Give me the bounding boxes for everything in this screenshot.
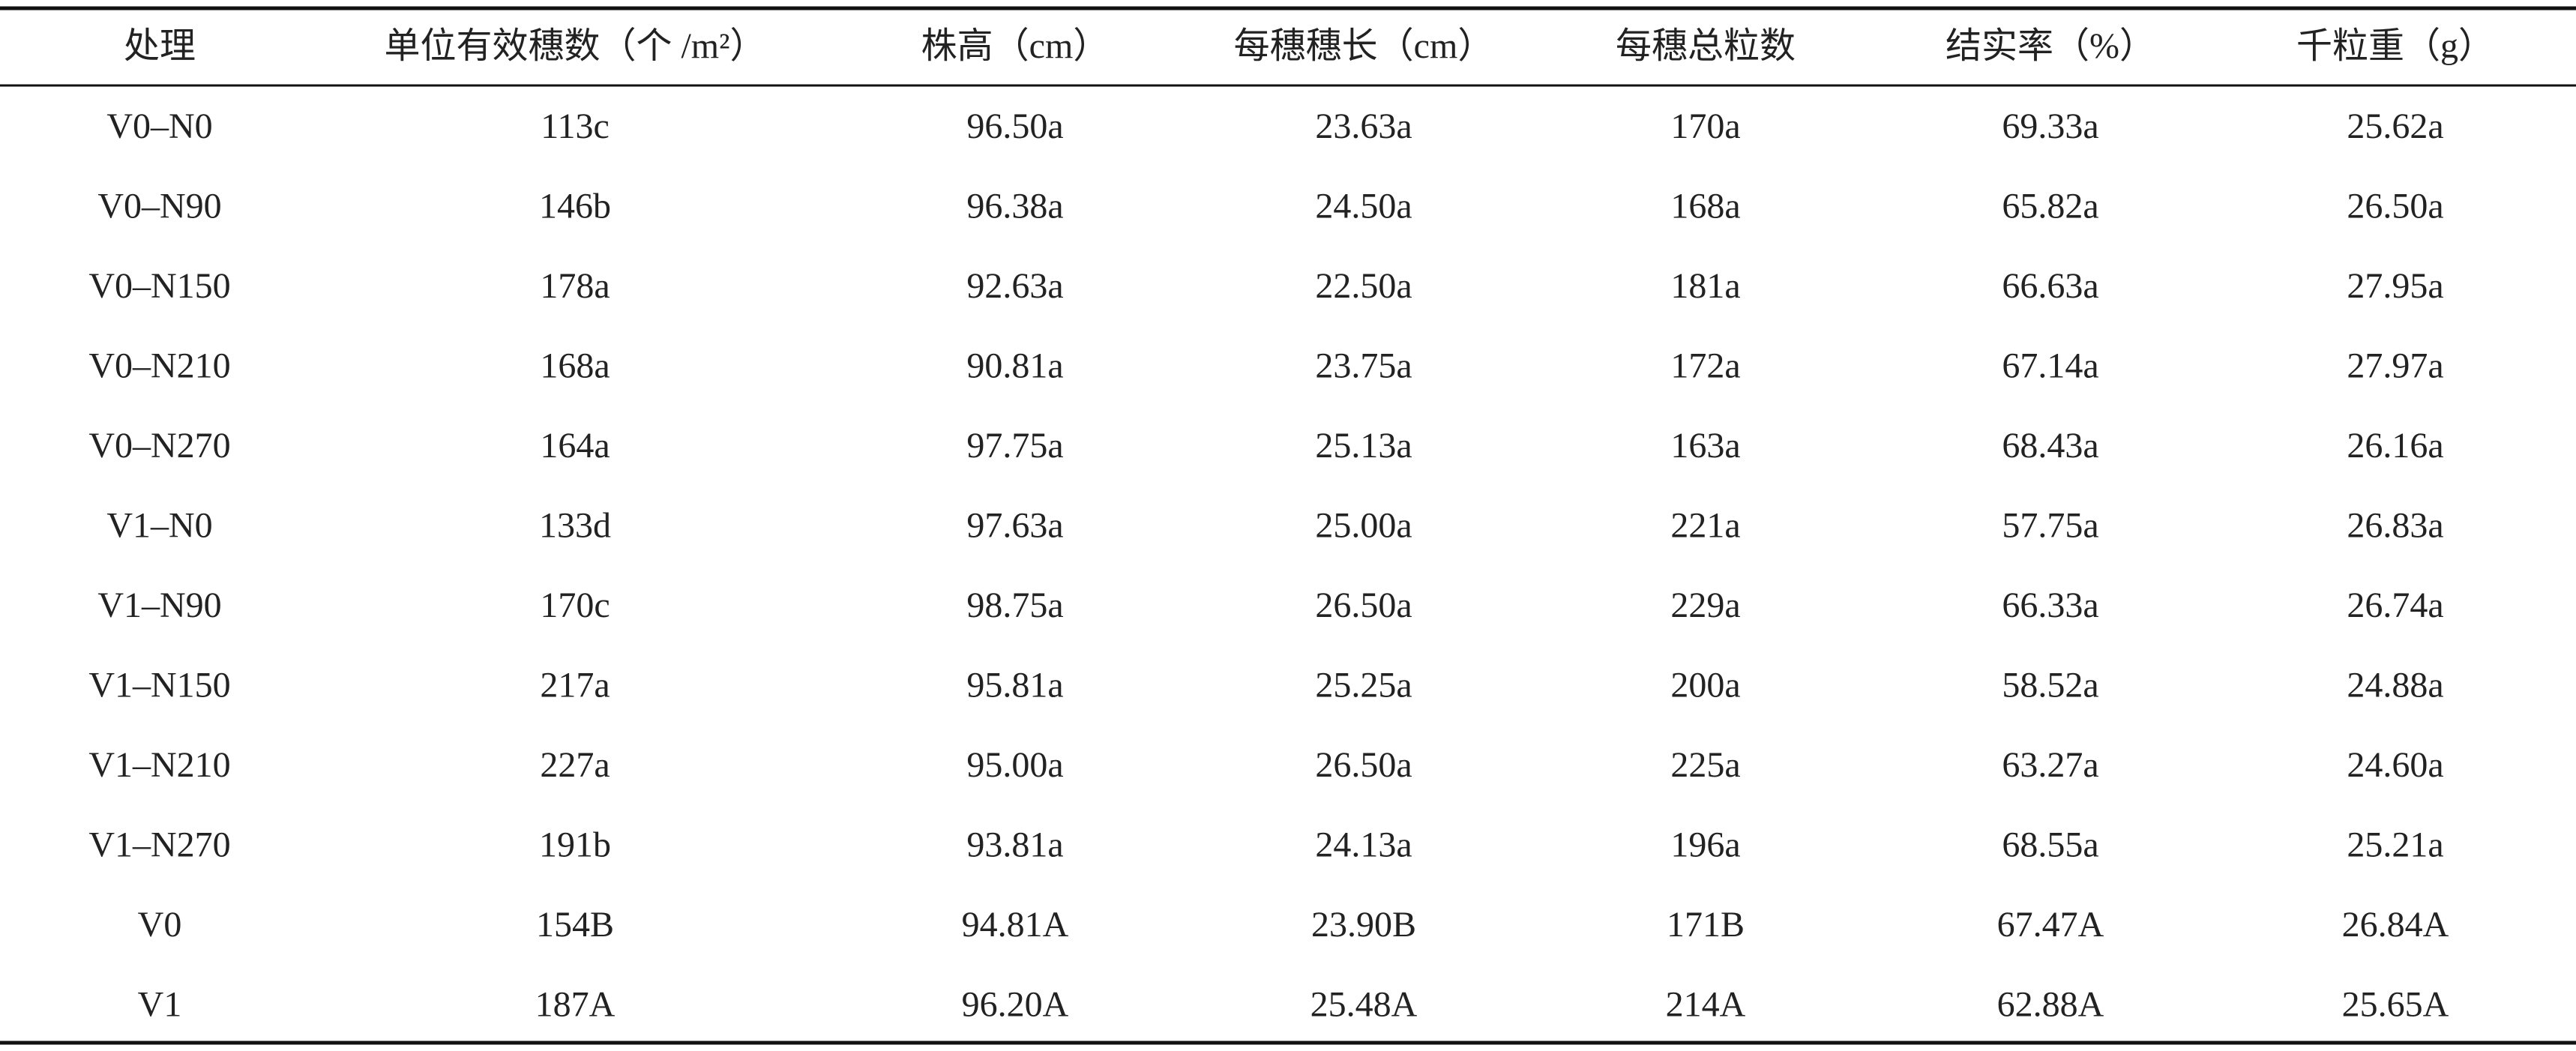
cell: 196a xyxy=(1670,825,1740,865)
cell: 168a xyxy=(540,346,610,386)
cell: V0–N90 xyxy=(97,187,221,226)
cell: 187A xyxy=(535,985,616,1025)
cell: 172a xyxy=(1670,346,1740,386)
cell: 113c xyxy=(541,106,610,146)
cell: 26.84A xyxy=(2342,905,2449,945)
header-cell: 千粒重（g） xyxy=(2296,26,2494,66)
cell: 163a xyxy=(1670,426,1740,466)
cell: 26.50a xyxy=(1315,585,1412,625)
cell: 23.90B xyxy=(1311,905,1416,945)
cell: 69.33a xyxy=(2002,106,2098,146)
cell: 25.65A xyxy=(2342,985,2449,1025)
cell: 200a xyxy=(1670,666,1740,705)
cell: 22.50a xyxy=(1315,266,1412,306)
header-cell: 株高（cm） xyxy=(921,26,1110,66)
cell: V1–N90 xyxy=(97,585,221,625)
cell: 26.50a xyxy=(2347,187,2443,226)
cell: 95.00a xyxy=(966,745,1063,785)
header-cell: 处理 xyxy=(124,26,196,66)
cell: 25.21a xyxy=(2347,825,2443,865)
cell: 181a xyxy=(1670,266,1740,306)
cell: V0–N210 xyxy=(88,346,230,386)
cell: V1–N0 xyxy=(106,506,212,546)
cell: V1–N150 xyxy=(88,666,230,705)
header-cell: 结实率（%） xyxy=(1945,26,2155,66)
cell: 146b xyxy=(539,187,611,226)
cell: 94.81A xyxy=(962,905,1069,945)
cell: 24.60a xyxy=(2347,745,2443,785)
cell: V1–N270 xyxy=(88,825,230,865)
cell: 26.16a xyxy=(2347,426,2443,466)
cell: 164a xyxy=(540,426,610,466)
cell: 24.88a xyxy=(2347,666,2443,705)
cell: 178a xyxy=(540,266,610,306)
cell: 90.81a xyxy=(966,346,1063,386)
cell: 23.63a xyxy=(1315,106,1412,146)
cell: 62.88A xyxy=(1997,985,2104,1025)
cell: V0 xyxy=(138,905,182,945)
cell: 98.75a xyxy=(966,585,1063,625)
cell: 26.74a xyxy=(2347,585,2443,625)
cell: 96.38a xyxy=(966,187,1063,226)
cell: 27.95a xyxy=(2347,266,2443,306)
cell: 154B xyxy=(536,905,614,945)
cell: 27.97a xyxy=(2347,346,2443,386)
header-cell: 每穗总粒数 xyxy=(1616,26,1796,66)
cell: 168a xyxy=(1670,187,1740,226)
cell: 25.00a xyxy=(1315,506,1412,546)
cell: V1–N210 xyxy=(88,745,230,785)
cell: V1 xyxy=(138,985,182,1025)
cell: 68.43a xyxy=(2002,426,2098,466)
cell: 67.47A xyxy=(1997,905,2104,945)
cell: 26.83a xyxy=(2347,506,2443,546)
cell: 58.52a xyxy=(2002,666,2098,705)
cell: 26.50a xyxy=(1315,745,1412,785)
cell: 170c xyxy=(540,585,610,625)
cell: 24.50a xyxy=(1315,187,1412,226)
cell: 65.82a xyxy=(2002,187,2098,226)
cell: 93.81a xyxy=(966,825,1063,865)
cell: 96.20A xyxy=(962,985,1069,1025)
cell: 95.81a xyxy=(966,666,1063,705)
header-cell: 单位有效穗数（个 /m²） xyxy=(384,26,765,66)
cell: 221a xyxy=(1670,506,1740,546)
cell: 133d xyxy=(539,506,611,546)
header-cell: 每穗穗长（cm） xyxy=(1234,26,1494,66)
cell: 23.75a xyxy=(1315,346,1412,386)
cell: 225a xyxy=(1670,745,1740,785)
cell: 96.50a xyxy=(966,106,1063,146)
cell: 170a xyxy=(1670,106,1740,146)
cell: 97.75a xyxy=(966,426,1063,466)
cell: 229a xyxy=(1670,585,1740,625)
cell: 214A xyxy=(1666,985,1746,1025)
cell: 171B xyxy=(1667,905,1745,945)
cell: 25.48A xyxy=(1310,985,1418,1025)
cell: 92.63a xyxy=(966,266,1063,306)
cell: V0–N270 xyxy=(88,426,230,466)
cell: 66.63a xyxy=(2002,266,2098,306)
cell: 97.63a xyxy=(966,506,1063,546)
cell: V0–N150 xyxy=(88,266,230,306)
cell: 24.13a xyxy=(1315,825,1412,865)
cell: 68.55a xyxy=(2002,825,2098,865)
cell: 227a xyxy=(540,745,610,785)
cell: 57.75a xyxy=(2002,506,2098,546)
cell: 67.14a xyxy=(2002,346,2098,386)
cell: 217a xyxy=(540,666,610,705)
cell: 25.13a xyxy=(1315,426,1412,466)
cell: 25.62a xyxy=(2347,106,2443,146)
cell: 191b xyxy=(539,825,611,865)
cell: 63.27a xyxy=(2002,745,2098,785)
cell: 25.25a xyxy=(1315,666,1412,705)
cell: V0–N0 xyxy=(106,106,212,146)
cell: 66.33a xyxy=(2002,585,2098,625)
